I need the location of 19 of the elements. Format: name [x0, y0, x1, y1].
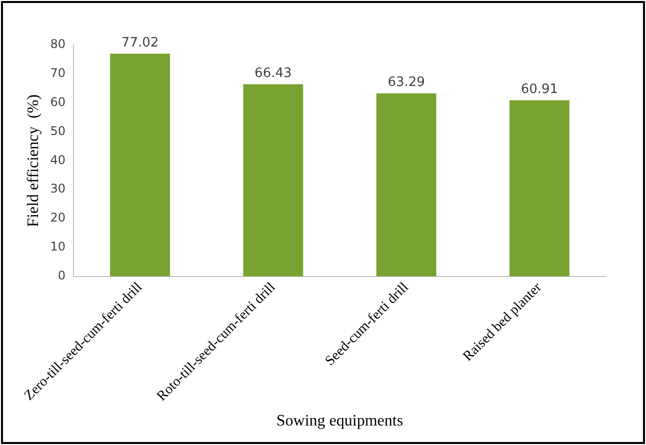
data-label: 63.29 — [388, 75, 425, 90]
y-tick-label: 80 — [50, 37, 66, 52]
bar — [110, 54, 170, 276]
y-tick-label: 0 — [58, 268, 66, 283]
y-axis-title: Field efficiency (%) — [24, 94, 42, 227]
data-label: 77.02 — [121, 35, 159, 50]
data-label: 60.91 — [520, 82, 558, 98]
y-tick-label: 20 — [50, 210, 66, 225]
data-label: 66.43 — [254, 66, 292, 82]
y-tick-label: 60 — [50, 94, 66, 109]
bar — [243, 84, 304, 276]
y-tick-label: 30 — [50, 182, 66, 196]
y-tick-label: 70 — [50, 66, 66, 80]
x-axis-title: Sowing equipments — [276, 412, 404, 430]
y-tick-label: 50 — [50, 124, 66, 138]
y-tick-label: 10 — [50, 240, 66, 254]
y-tick-label: 40 — [50, 152, 66, 167]
bar — [509, 100, 570, 276]
bar — [376, 93, 436, 276]
